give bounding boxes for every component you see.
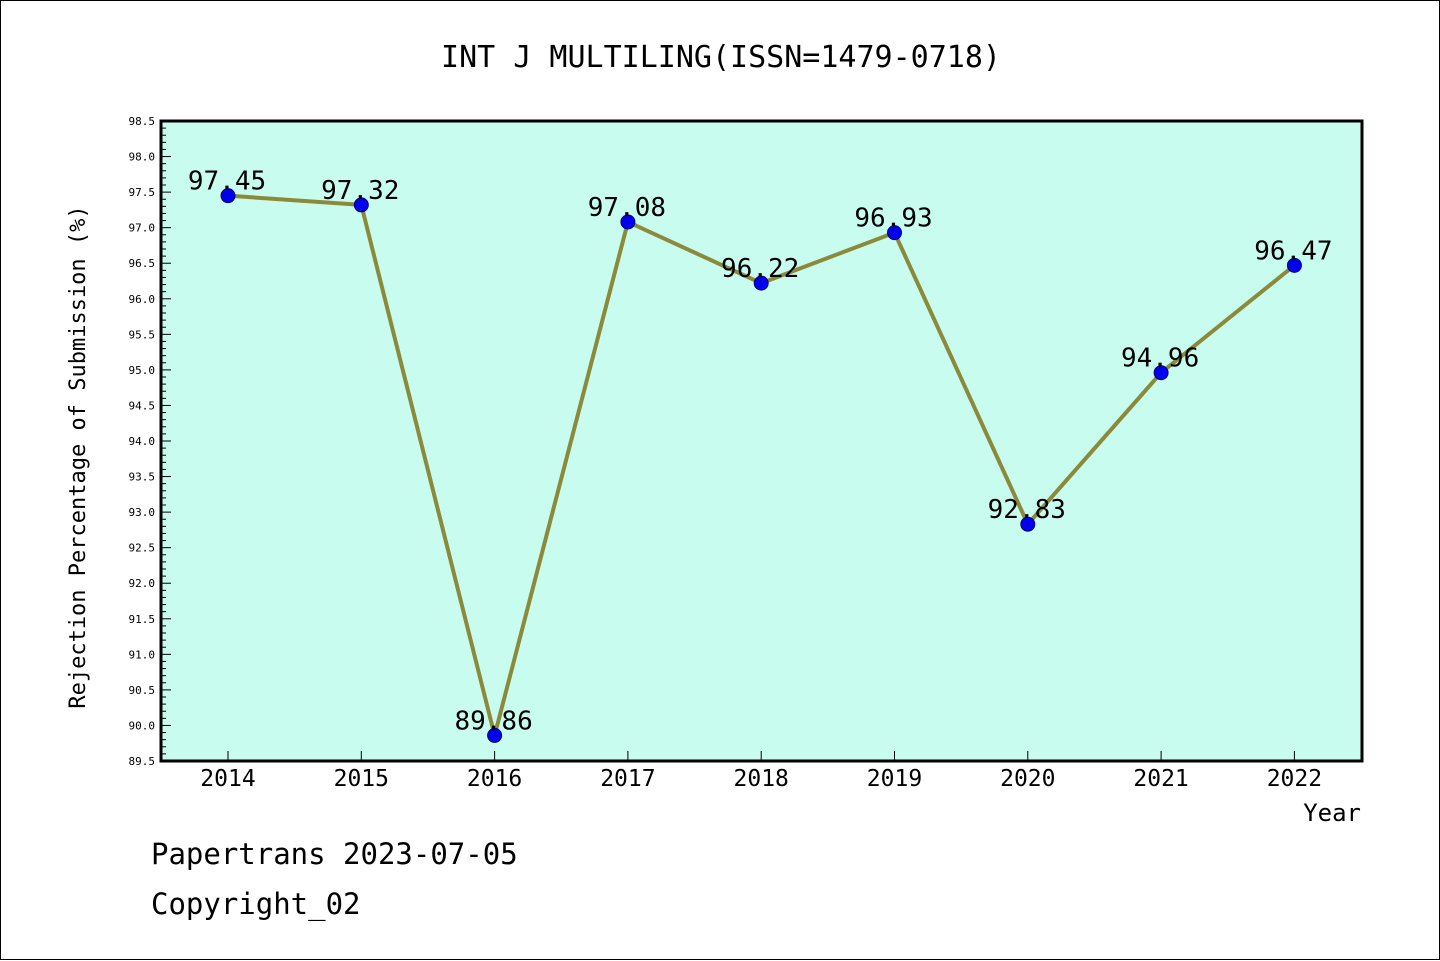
y-tick-label: 97.5	[129, 186, 156, 199]
data-point	[753, 275, 769, 291]
data-label: 92.83	[988, 495, 1066, 525]
data-label: 97.45	[188, 167, 266, 197]
x-tick-label: 2016	[467, 766, 522, 792]
x-axis-label: Year	[1303, 799, 1361, 827]
y-tick-label: 98.5	[129, 115, 156, 128]
data-label: 97.08	[588, 193, 666, 223]
y-tick-label: 96.0	[129, 293, 156, 306]
data-label: 96.93	[854, 204, 932, 234]
data-point	[487, 727, 503, 743]
y-tick-label: 90.0	[129, 719, 156, 732]
data-label: 89.86	[454, 706, 532, 736]
x-tick-label: 2020	[1000, 766, 1055, 792]
x-axis-ticks: 2014 2015 2016 2017 2018 2019 2020 2021 2022	[200, 751, 1322, 792]
y-axis-ticks: 89.5 90.0 90.5 91.0 91.5 92.0 92.5 93.0 93.5 94.0…	[129, 115, 171, 768]
x-tick-label: 2015	[334, 766, 389, 792]
y-axis-label: Rejection Percentage of Submission (%)	[66, 205, 91, 708]
y-tick-label: 89.5	[129, 755, 156, 768]
y-tick-label: 95.5	[129, 328, 156, 341]
y-tick-label: 92.5	[129, 542, 156, 555]
y-tick-label: 96.5	[129, 257, 156, 270]
y-tick-label: 98.0	[129, 151, 156, 164]
x-tick-label: 2019	[867, 766, 922, 792]
footer-copyright-text: Copyright_02	[151, 887, 361, 921]
y-tick-label: 95.0	[129, 364, 156, 377]
data-point	[887, 225, 902, 241]
data-point	[1020, 516, 1036, 532]
x-tick-label: 2022	[1267, 766, 1322, 792]
y-tick-label: 94.5	[129, 399, 156, 412]
data-point	[1153, 365, 1169, 381]
y-tick-label: 93.5	[129, 471, 156, 484]
y-tick-label: 91.0	[129, 648, 156, 661]
plot-area	[159, 119, 1364, 763]
data-label: 94.96	[1121, 344, 1199, 374]
chart-title: INT J MULTILING(ISSN=1479-0718)	[441, 40, 1001, 75]
data-label: 96.22	[721, 254, 799, 284]
data-point	[220, 188, 236, 204]
x-tick-label: 2014	[200, 766, 255, 792]
y-tick-label: 94.0	[129, 435, 156, 448]
y-tick-label: 97.0	[129, 222, 156, 235]
y-tick-label: 93.0	[129, 506, 156, 519]
data-point	[1286, 257, 1302, 273]
y-tick-label: 90.5	[129, 684, 156, 697]
x-tick-label: 2017	[600, 766, 655, 792]
data-labels: 97.45 97.32 89.86 97.08 96.22 96.93 92.83 94.96…	[188, 167, 1333, 737]
x-tick-label: 2018	[734, 766, 789, 792]
x-tick-label: 2021	[1133, 766, 1188, 792]
footer-date-text: Papertrans 2023-07-05	[151, 837, 518, 871]
y-tick-label: 92.0	[129, 577, 156, 590]
data-label: 97.32	[321, 176, 399, 206]
series	[220, 188, 1302, 743]
data-point	[620, 214, 636, 230]
y-tick-label: 91.5	[129, 613, 156, 626]
data-label: 96.47	[1254, 236, 1332, 266]
data-point	[353, 197, 369, 213]
